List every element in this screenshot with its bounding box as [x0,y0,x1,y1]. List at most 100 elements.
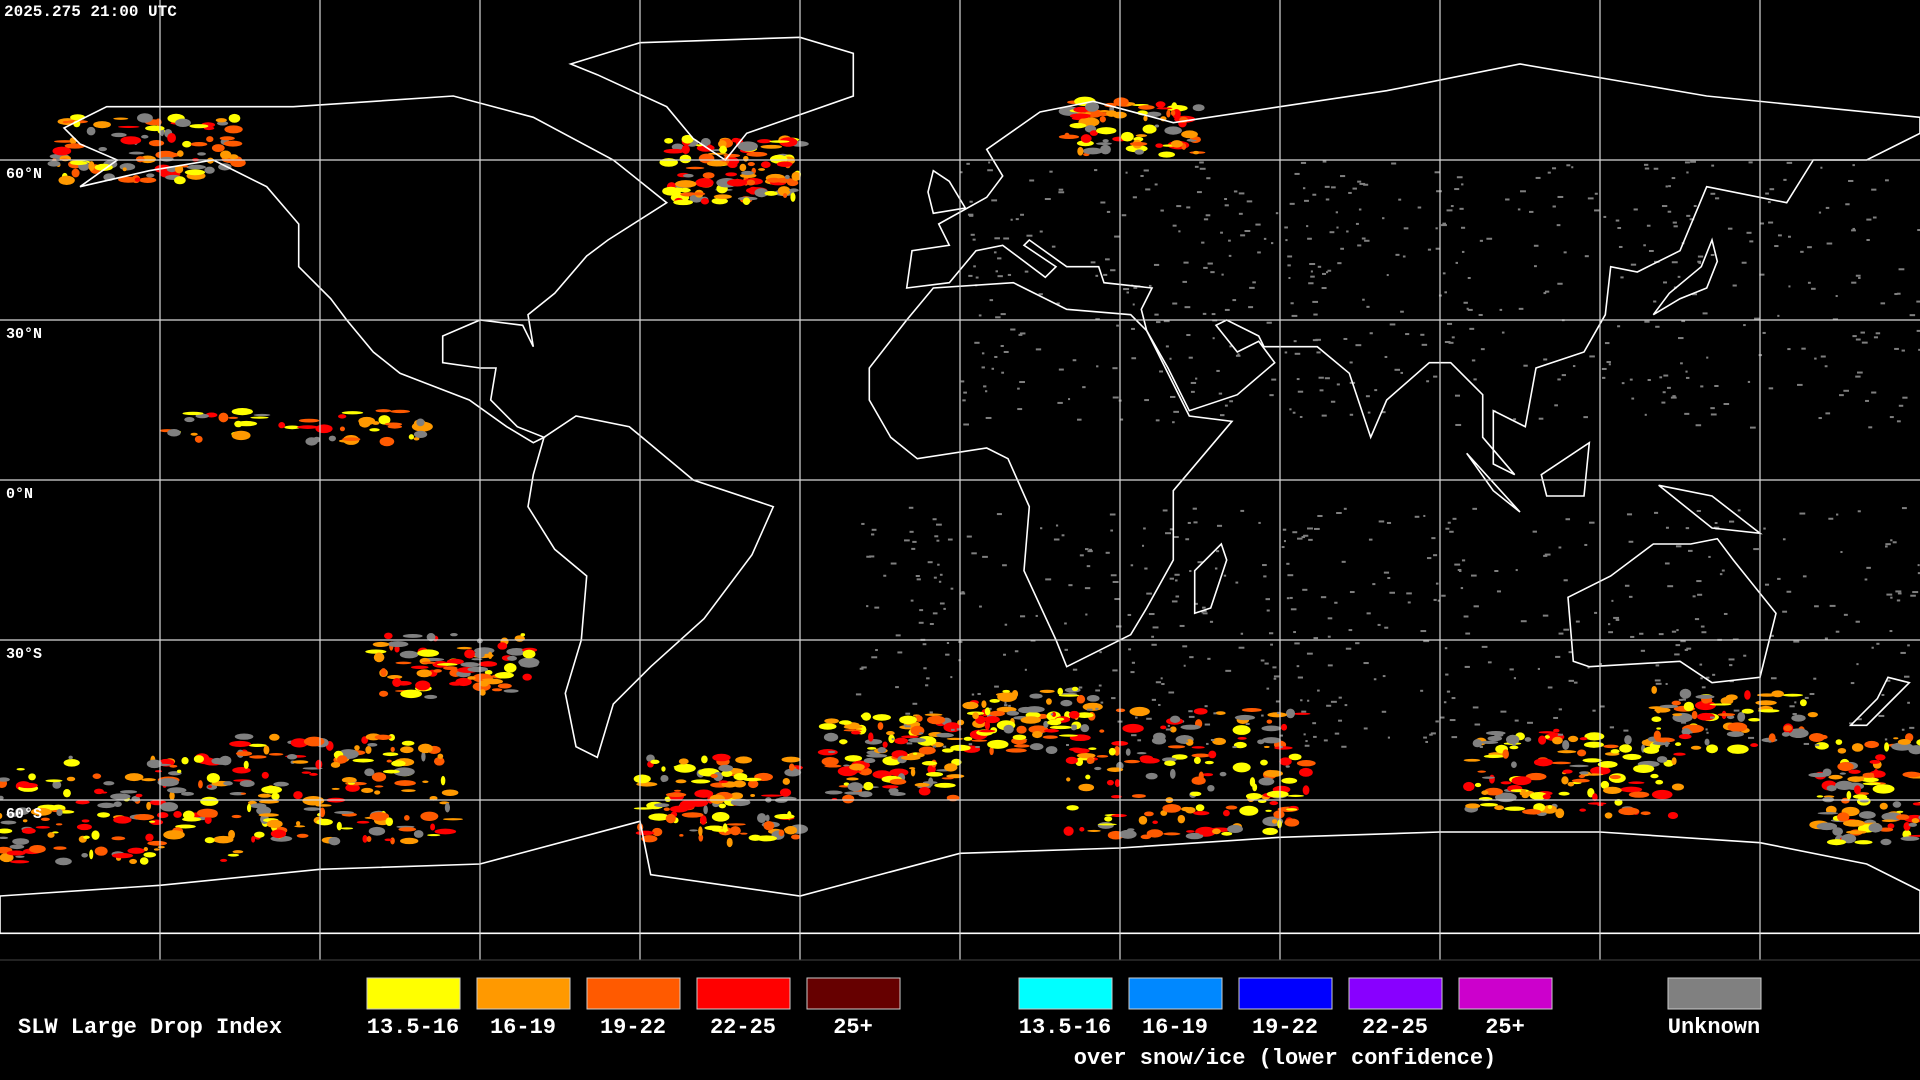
unknown-pixel [1804,696,1809,699]
unknown-pixel [1697,593,1703,596]
cloud-pixel [1162,757,1177,762]
unknown-pixel [994,685,999,688]
unknown-pixel [1450,205,1454,208]
cloud-pixel [1851,743,1864,752]
unknown-pixel [1262,564,1267,567]
unknown-pixel [1855,375,1861,378]
unknown-pixel [1131,327,1135,330]
cloud-pixel [741,170,754,176]
unknown-pixel [1007,273,1012,276]
unknown-pixel [1774,245,1779,248]
unknown-pixel [1860,331,1865,334]
cloud-pixel [97,802,116,809]
cloud-pixel [1816,822,1838,831]
cloud-pixel [218,163,232,171]
cloud-pixel [51,831,59,834]
unknown-pixel [943,607,946,610]
unknown-pixel [1880,302,1886,305]
unknown-pixel [1068,398,1071,401]
cloud-pixel [1012,734,1027,741]
cloud-pixel [1481,776,1495,779]
cloud-pixel [368,826,386,836]
unknown-pixel [1263,575,1267,578]
unknown-pixel [1784,732,1790,735]
unknown-pixel [1445,527,1450,530]
legend-swatch [1348,977,1443,1010]
cloud-pixel [1079,827,1085,832]
cloud-pixel [1852,794,1868,799]
unknown-pixel [1146,592,1152,595]
unknown-pixel [1154,183,1158,186]
cloud-pixel [399,650,419,659]
unknown-pixel [1044,198,1051,201]
cloud-pixel [1808,772,1829,778]
cloud-pixel [181,791,194,796]
cloud-pixel [1544,735,1550,739]
unknown-pixel [1885,545,1888,548]
cloud-pixel [1892,801,1902,808]
unknown-pixel [922,643,927,646]
unknown-pixel [1533,244,1539,247]
cloud-pixel [711,828,729,832]
unknown-pixel [871,528,877,531]
unknown-pixel [1675,644,1681,647]
unknown-pixel [1573,681,1578,684]
cloud-pixel [946,737,964,741]
cloud-pixel [408,434,415,440]
unknown-pixel [1310,275,1315,278]
cloud-pixel [111,853,134,859]
unknown-pixel [1112,367,1118,370]
cloud-pixel [129,858,138,865]
cloud-pixel [838,720,852,725]
unknown-pixel [1301,710,1307,713]
unknown-pixel [979,605,982,608]
unknown-pixel [1110,574,1117,577]
cloud-pixel [206,772,220,783]
cloud-pixel [1758,709,1780,713]
cloud-pixel [1656,727,1662,730]
unknown-pixel [925,684,929,687]
unknown-pixel [1238,212,1243,215]
cloud-pixel [196,808,218,818]
cloud-pixel [1227,824,1243,834]
cloud-pixel [1108,747,1116,756]
cloud-pixel [1592,793,1598,802]
cloud-pixel [685,166,705,170]
unknown-pixel [1306,652,1313,655]
cloud-pixel [1744,690,1751,700]
unknown-pixel [987,169,993,172]
unknown-pixel [1131,357,1137,360]
unknown-pixel [1126,291,1129,294]
unknown-pixel [1423,640,1430,643]
cloud-pixel [52,780,62,789]
cloud-pixel [488,651,493,660]
unknown-pixel [1363,727,1368,730]
unknown-pixel [1421,343,1428,346]
cloud-pixel [662,186,680,196]
cloud-pixel [387,641,409,648]
unknown-pixel [883,574,887,577]
cloud-pixel [675,779,687,784]
cloud-pixel [1046,698,1052,705]
cloud-pixel [1032,730,1043,739]
unknown-pixel [1814,605,1819,608]
cloud-pixel [520,633,526,637]
legend-swatch [586,977,681,1010]
unknown-pixel [1189,570,1192,573]
unknown-pixel [1169,577,1175,580]
unknown-pixel [1357,180,1362,183]
unknown-pixel [1307,237,1312,240]
unknown-pixel [1599,663,1602,666]
cloud-pixel [236,751,253,757]
unknown-pixel [1693,205,1697,208]
cloud-pixel [63,758,80,767]
cloud-pixel [68,755,73,760]
unknown-pixel [1435,582,1439,585]
cloud-pixel [365,649,387,654]
unknown-pixel [1653,300,1657,303]
unknown-pixel [1544,290,1550,293]
cloud-pixel [1131,794,1146,798]
cloud-pixel [137,113,153,123]
unknown-pixel [1787,235,1791,238]
unknown-pixel [1304,744,1310,747]
